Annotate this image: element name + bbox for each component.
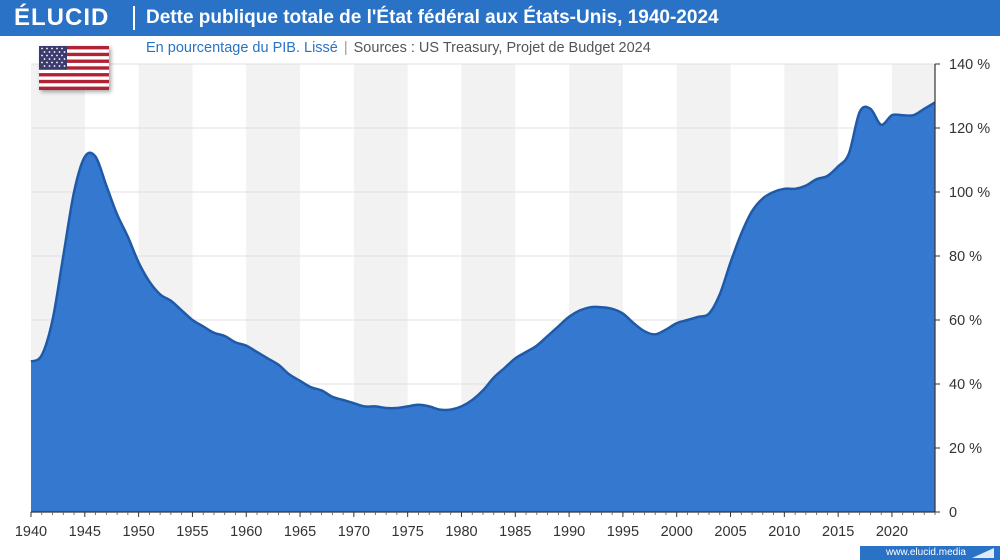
header-bar: ÉLUCID Dette publique totale de l'État f… xyxy=(0,0,1000,36)
x-tick-label: 1940 xyxy=(15,524,47,540)
y-tick-label: 60 % xyxy=(949,313,982,329)
y-tick-label: 140 % xyxy=(949,57,990,73)
x-tick-label: 1995 xyxy=(607,524,639,540)
x-tick-label: 2005 xyxy=(714,524,746,540)
footer-logo-icon xyxy=(972,548,994,558)
x-tick-label: 2015 xyxy=(822,524,854,540)
y-tick-label: 0 xyxy=(949,505,957,521)
x-tick-label: 1960 xyxy=(230,524,262,540)
subtitle-row: En pourcentage du PIB. Lissé | Sources : U… xyxy=(146,38,651,58)
subtitle-separator: | xyxy=(343,40,348,56)
brand-logo: ÉLUCID xyxy=(14,4,110,31)
x-tick-label: 1965 xyxy=(284,524,316,540)
y-tick-label: 100 % xyxy=(949,185,990,201)
debt-line xyxy=(30,101,936,412)
x-tick-label: 2020 xyxy=(876,524,908,540)
footer-url[interactable]: www.elucid.media xyxy=(885,547,966,558)
y-tick-label: 80 % xyxy=(949,249,982,265)
x-tick-label: 1945 xyxy=(69,524,101,540)
debt-area xyxy=(31,102,935,513)
x-tick-label: 1950 xyxy=(122,524,154,540)
footer-bar: www.elucid.media xyxy=(860,546,1000,560)
y-tick-label: 20 % xyxy=(949,441,982,457)
header-divider xyxy=(133,6,135,30)
x-tick-label: 1975 xyxy=(392,524,424,540)
us-flag-icon xyxy=(39,46,109,90)
x-tick-label: 1990 xyxy=(553,524,585,540)
x-tick-label: 2000 xyxy=(661,524,693,540)
x-tick-label: 1985 xyxy=(499,524,531,540)
chart-sources: Sources : US Treasury, Projet de Budget … xyxy=(353,40,651,56)
x-tick-label: 1970 xyxy=(338,524,370,540)
page-title: Dette publique totale de l'État fédéral … xyxy=(146,7,719,28)
x-tick-label: 1955 xyxy=(176,524,208,540)
x-tick-label: 1980 xyxy=(445,524,477,540)
chart-subtitle: En pourcentage du PIB. Lissé xyxy=(146,40,338,56)
y-tick-label: 120 % xyxy=(949,121,990,137)
x-tick-label: 2010 xyxy=(768,524,800,540)
y-tick-label: 40 % xyxy=(949,377,982,393)
